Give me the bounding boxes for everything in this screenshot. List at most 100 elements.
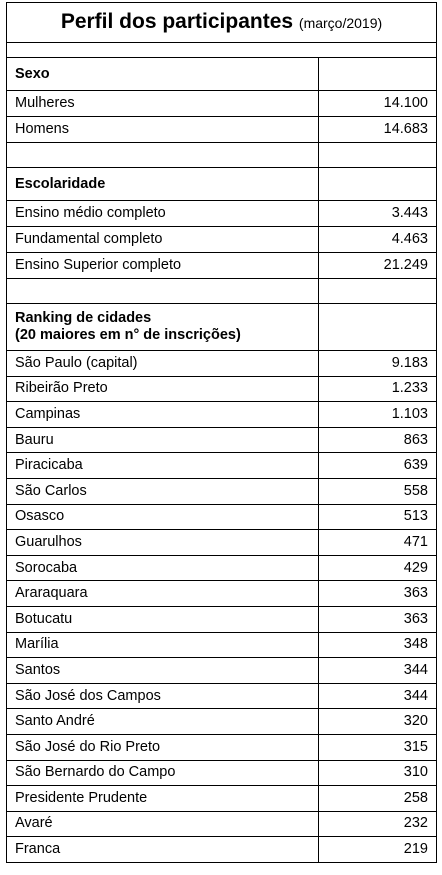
section-header: Ranking de cidades (20 maiores em n° de i…	[6, 303, 319, 351]
row-label: São Carlos	[6, 477, 319, 505]
section-header: Sexo	[6, 57, 319, 91]
data-row: Botucatu 363	[6, 605, 437, 633]
section-title: Escolaridade	[15, 175, 106, 192]
row-label: Ensino médio completo	[6, 200, 319, 227]
data-row: Sorocaba 429	[6, 554, 437, 582]
row-value: 14.100	[318, 90, 437, 117]
row-label: Bauru	[6, 426, 319, 454]
row-label: Araraquara	[6, 580, 319, 607]
data-row: Franca 219	[6, 836, 437, 863]
row-value: 344	[318, 682, 437, 710]
row-label: São José dos Campos	[6, 682, 319, 710]
row-value: 639	[318, 452, 437, 479]
row-label: Campinas	[6, 401, 319, 428]
row-label: Homens	[6, 116, 319, 143]
data-row: Araraquara 363	[6, 580, 437, 607]
data-row: São José dos Campos 344	[6, 682, 437, 710]
title-cell: Perfil dos participantes (março/2019)	[6, 2, 437, 43]
title-row: Perfil dos participantes (março/2019)	[6, 2, 437, 43]
spacer-row	[6, 42, 437, 58]
row-label: Sorocaba	[6, 554, 319, 582]
row-label: Fundamental completo	[6, 226, 319, 253]
row-label: Piracicaba	[6, 452, 319, 479]
data-row: Guarulhos 471	[6, 529, 437, 556]
data-row: Bauru 863	[6, 426, 437, 454]
row-label: Botucatu	[6, 605, 319, 633]
row-label: Santos	[6, 657, 319, 684]
data-row: Campinas 1.103	[6, 401, 437, 428]
row-value: 21.249	[318, 252, 437, 279]
data-row: Marília 348	[6, 631, 437, 659]
row-value: 471	[318, 529, 437, 556]
row-label: Guarulhos	[6, 529, 319, 556]
row-label: Presidente Prudente	[6, 785, 319, 812]
data-row: Santos 344	[6, 657, 437, 684]
data-row: São Carlos 558	[6, 477, 437, 505]
row-label: São Paulo (capital)	[6, 350, 319, 377]
section-title: Sexo	[15, 65, 50, 82]
row-value: 4.463	[318, 226, 437, 253]
row-value: 344	[318, 657, 437, 684]
data-row: Ensino Superior completo 21.249	[6, 252, 437, 279]
row-value: 3.443	[318, 200, 437, 227]
data-row: Ribeirão Preto 1.233	[6, 375, 437, 403]
row-label: Franca	[6, 836, 319, 863]
spacer-row	[6, 278, 437, 304]
blank-cell	[6, 42, 437, 58]
blank-cell	[318, 167, 437, 201]
data-row: Osasco 513	[6, 503, 437, 531]
data-row: São José do Rio Preto 315	[6, 733, 437, 761]
row-label: Santo André	[6, 708, 319, 735]
row-label: Mulheres	[6, 90, 319, 117]
data-row: Fundamental completo 4.463	[6, 226, 437, 253]
row-value: 363	[318, 605, 437, 633]
section-subtitle: (20 maiores em n° de inscrições)	[15, 327, 241, 343]
data-row: Santo André 320	[6, 708, 437, 735]
data-row: Presidente Prudente 258	[6, 785, 437, 812]
section-header-row: Escolaridade	[6, 167, 437, 201]
row-value: 863	[318, 426, 437, 454]
row-label: Ensino Superior completo	[6, 252, 319, 279]
row-value: 310	[318, 759, 437, 787]
data-row: Avaré 232	[6, 810, 437, 838]
row-value: 219	[318, 836, 437, 863]
blank-cell	[318, 278, 437, 304]
row-value: 320	[318, 708, 437, 735]
blank-cell	[6, 278, 319, 304]
row-label: Avaré	[6, 810, 319, 838]
row-label: São José do Rio Preto	[6, 733, 319, 761]
section-header-row: Ranking de cidades (20 maiores em n° de i…	[6, 303, 437, 351]
row-label: Osasco	[6, 503, 319, 531]
row-value: 258	[318, 785, 437, 812]
participants-table: Perfil dos participantes (março/2019) Se…	[6, 2, 437, 863]
data-row: Homens 14.683	[6, 116, 437, 143]
data-row: Piracicaba 639	[6, 452, 437, 479]
blank-cell	[318, 57, 437, 91]
row-value: 14.683	[318, 116, 437, 143]
row-value: 429	[318, 554, 437, 582]
row-label: Marília	[6, 631, 319, 659]
title: Perfil dos participantes	[60, 10, 294, 33]
row-value: 1.233	[318, 375, 437, 403]
spacer-row	[6, 142, 437, 168]
row-label: São Bernardo do Campo	[6, 759, 319, 787]
row-value: 232	[318, 810, 437, 838]
data-row: Mulheres 14.100	[6, 90, 437, 117]
blank-cell	[318, 303, 437, 351]
row-value: 363	[318, 580, 437, 607]
row-value: 348	[318, 631, 437, 659]
row-value: 1.103	[318, 401, 437, 428]
section-header-row: Sexo	[6, 57, 437, 91]
data-row: Ensino médio completo 3.443	[6, 200, 437, 227]
row-label: Ribeirão Preto	[6, 375, 319, 403]
subtitle: (março/2019)	[298, 15, 383, 31]
blank-cell	[318, 142, 437, 168]
blank-cell	[6, 142, 319, 168]
data-row: São Paulo (capital) 9.183	[6, 350, 437, 377]
row-value: 558	[318, 477, 437, 505]
row-value: 9.183	[318, 350, 437, 377]
row-value: 513	[318, 503, 437, 531]
section-title: Ranking de cidades	[15, 310, 152, 326]
row-value: 315	[318, 733, 437, 761]
